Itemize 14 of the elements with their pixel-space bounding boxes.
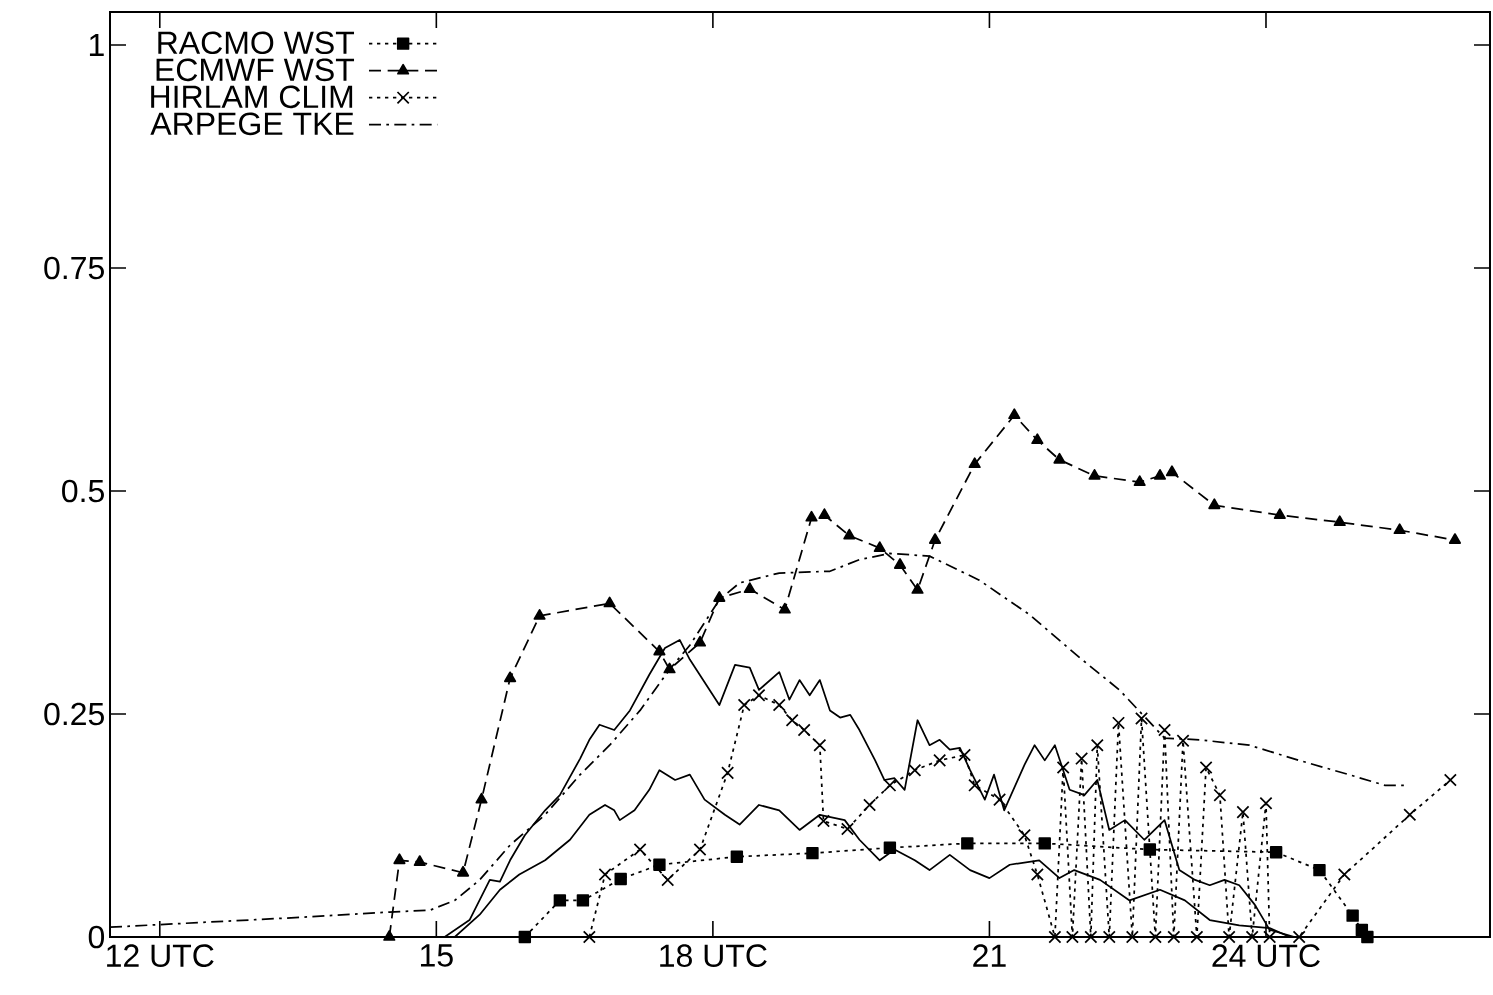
x-tick-label: 15 <box>420 944 453 967</box>
y-tick-label: 1 <box>89 33 104 56</box>
x-tick-label: 12 UTC <box>107 944 214 968</box>
x-tick-label: 18 UTC <box>660 944 767 968</box>
x-tick-label: 21 <box>973 944 1006 967</box>
legend-label: ARPEGE TKE <box>150 112 354 136</box>
y-tick-label: 0 <box>88 925 105 949</box>
legend-label: RACMO WST <box>158 31 355 55</box>
y-tick-label: 0.25 <box>44 702 104 726</box>
legend-label: ECMWF WST <box>156 58 355 82</box>
y-tick-label: 0.75 <box>44 256 104 280</box>
legend-label: HIRLAM CLIM <box>151 85 353 109</box>
y-tick-label: 0.5 <box>62 479 104 503</box>
x-tick-label: 24 UTC <box>1212 944 1320 968</box>
